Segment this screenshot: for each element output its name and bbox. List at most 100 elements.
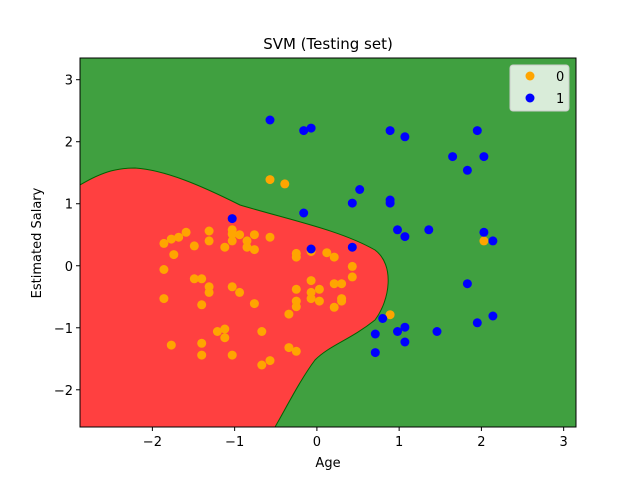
point-series-0-32	[249, 299, 259, 309]
point-series-1-23	[472, 318, 482, 328]
point-series-1-8	[462, 165, 472, 175]
axis-ticks: −2 −1 0 1 2 3 −2 −1 0 1 2 3	[54, 74, 568, 450]
point-series-1-27	[400, 322, 410, 332]
point-series-1-10	[347, 198, 357, 208]
point-series-1-16	[400, 232, 410, 242]
point-series-0-39	[280, 179, 290, 189]
y-tick-label: −2	[54, 384, 73, 399]
point-series-0-56	[329, 279, 339, 289]
y-tick-label: 1	[65, 198, 73, 213]
point-series-0-14	[204, 287, 214, 297]
scatter-points	[159, 115, 498, 370]
point-series-1-18	[479, 227, 489, 237]
point-series-0-0	[159, 238, 169, 248]
point-series-0-34	[227, 350, 237, 360]
point-series-1-19	[488, 236, 498, 246]
x-tick-label: 1	[395, 435, 403, 450]
chart-title: SVM (Testing set)	[263, 35, 393, 53]
point-series-0-21	[220, 242, 230, 252]
point-series-0-25	[235, 230, 245, 240]
y-tick-label: −1	[54, 322, 73, 337]
point-series-1-9	[355, 185, 365, 194]
point-series-0-58	[337, 279, 347, 289]
point-series-1-1	[299, 126, 309, 136]
point-series-0-10	[204, 236, 214, 246]
point-series-0-30	[227, 282, 237, 292]
point-series-0-64	[479, 236, 489, 246]
point-series-0-57	[329, 302, 339, 312]
point-series-0-31	[235, 287, 245, 297]
point-series-0-12	[197, 274, 207, 284]
point-series-1-31	[370, 348, 380, 358]
x-tick-label: 2	[477, 435, 485, 450]
point-series-0-20	[197, 350, 207, 360]
point-series-1-30	[432, 327, 442, 336]
point-series-0-8	[189, 241, 199, 251]
point-series-1-17	[424, 225, 434, 235]
point-series-0-15	[197, 300, 207, 310]
point-series-1-3	[385, 126, 395, 136]
point-series-1-29	[400, 337, 410, 347]
point-series-0-61	[347, 261, 357, 271]
point-series-0-54	[322, 248, 332, 258]
point-series-0-55	[329, 252, 339, 262]
point-series-1-24	[488, 311, 498, 321]
point-series-0-35	[257, 360, 267, 370]
point-series-0-24	[227, 236, 237, 246]
point-series-0-44	[291, 302, 301, 312]
legend-box	[509, 64, 570, 112]
decision-region-class-0	[80, 167, 389, 427]
point-series-0-63	[385, 310, 395, 320]
point-series-0-60	[337, 296, 347, 306]
point-series-0-50	[306, 287, 316, 297]
point-series-0-51	[306, 294, 316, 304]
point-series-0-33	[257, 327, 267, 336]
point-series-0-3	[181, 227, 191, 237]
point-series-0-18	[220, 333, 230, 343]
point-series-0-29	[249, 245, 259, 255]
point-series-1-5	[472, 126, 482, 136]
point-series-1-28	[393, 327, 402, 336]
point-series-1-2	[306, 123, 316, 133]
point-series-0-1	[166, 234, 176, 244]
point-series-0-62	[347, 272, 357, 282]
point-series-1-6	[479, 152, 489, 162]
point-series-1-25	[378, 314, 388, 323]
point-series-1-0	[265, 115, 275, 125]
point-series-0-19	[197, 338, 207, 348]
y-tick-label: 3	[65, 74, 73, 89]
legend-label-1: 1	[556, 92, 564, 107]
point-series-1-7	[448, 152, 458, 162]
point-series-0-45	[291, 346, 301, 356]
x-tick-label: 3	[560, 435, 568, 450]
point-series-0-6	[159, 294, 169, 304]
y-tick-label: 0	[65, 260, 73, 275]
point-series-1-14	[227, 214, 237, 224]
point-series-0-7	[166, 340, 176, 350]
point-series-1-12	[385, 198, 395, 208]
point-series-1-26	[370, 329, 380, 339]
point-series-0-16	[212, 327, 222, 336]
point-series-1-20	[306, 244, 316, 254]
point-series-0-23	[227, 229, 237, 239]
x-tick-label: −1	[225, 435, 244, 450]
point-series-0-36	[265, 356, 275, 366]
point-series-0-27	[242, 242, 252, 252]
point-series-1-15	[393, 225, 402, 235]
plot-frame	[79, 57, 577, 428]
point-series-0-42	[291, 284, 301, 294]
point-series-0-47	[284, 309, 294, 319]
point-series-0-37	[265, 232, 275, 242]
point-series-1-13	[299, 208, 309, 218]
point-series-0-9	[204, 226, 214, 236]
point-series-0-52	[314, 296, 324, 306]
point-series-0-41	[291, 252, 301, 262]
point-series-0-53	[314, 284, 324, 294]
point-series-0-46	[284, 343, 294, 353]
point-series-0-17	[220, 324, 230, 334]
legend-swatch-0	[525, 71, 535, 81]
y-axis-label: Estimated Salary	[30, 187, 45, 298]
point-series-0-2	[174, 232, 184, 242]
point-series-0-26	[242, 236, 252, 246]
